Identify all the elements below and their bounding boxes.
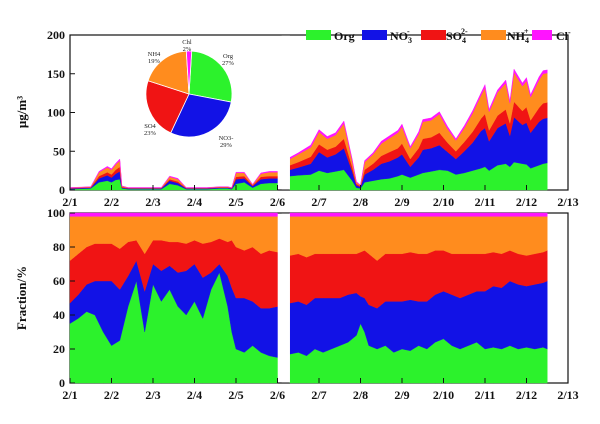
concentration-ytick-label: 50 [53, 144, 65, 158]
fraction-xtick-label: 2/12 [516, 388, 537, 402]
fraction-xtick-label: 2/10 [433, 388, 454, 402]
pie-pct-cl: 2% [183, 46, 192, 53]
concentration-xtick-label: 2/8 [353, 195, 368, 209]
fraction-xtick-label: 2/4 [187, 388, 202, 402]
fraction-xtick-label: 2/11 [475, 388, 496, 402]
concentration-xtick-label: 2/9 [394, 195, 409, 209]
legend-label-cl: Cl- [556, 28, 571, 43]
concentration-xtick-label: 2/13 [557, 195, 578, 209]
pie-slice-so4 [145, 80, 190, 134]
fraction-ytick-label: 40 [53, 308, 65, 322]
concentration-panel: 0 50 100 150 200 2/1 2/2 2/3 2/4 2/5 2/6 2/7 2/8 2/9 2… [14, 28, 579, 209]
legend-label-nh4: NH4+ [507, 27, 529, 45]
fraction-panel: 0 20 40 60 80 100 2/1 2/2 2/3 2/4 2/5 2/6 2/7 2/8 2/9 2… [14, 206, 579, 402]
concentration-ytick-label: 100 [47, 106, 65, 120]
fraction-xtick-label: 2/5 [228, 388, 243, 402]
fraction-ytick-label: 60 [53, 274, 65, 288]
pie-pct-no3: 29% [220, 142, 233, 149]
concentration-xtick-label: 2/10 [433, 195, 454, 209]
fraction-xtick-label: 2/9 [394, 388, 409, 402]
fraction-ytick-label: 20 [53, 342, 65, 356]
concentration-area-cl-seg1 [69, 158, 278, 188]
concentration-xtick-label: 2/7 [311, 195, 326, 209]
pie-pct-so4: 23% [144, 130, 157, 137]
pie-label-cl: Chl [182, 39, 192, 46]
legend: Org NO3- SO42- NH4+ Cl- [306, 27, 571, 45]
concentration-xtick-label: 2/4 [187, 195, 202, 209]
fraction-data-gap [281, 213, 290, 383]
pie-pct-nh4: 19% [148, 58, 161, 65]
concentration-xtick-label: 2/1 [62, 195, 77, 209]
legend-swatch-nh4 [481, 30, 506, 40]
pie-slice-org [188, 50, 233, 103]
fraction-xtick-label: 2/7 [311, 388, 326, 402]
concentration-ytick-label: 0 [59, 183, 65, 197]
pie-label-so4: SO4 [144, 123, 156, 130]
fraction-areas [69, 212, 548, 384]
concentration-ytick-label: 200 [47, 28, 65, 42]
concentration-xtick-label: 2/2 [104, 195, 119, 209]
fraction-area-cl-seg1 [69, 212, 278, 217]
legend-swatch-cl [532, 30, 552, 40]
fraction-xtick-label: 2/3 [145, 388, 160, 402]
concentration-y-axis-title: μg/m³ [14, 96, 29, 128]
pie-label-no3: NO3- [219, 135, 234, 142]
concentration-xtick-label: 2/12 [516, 195, 537, 209]
pie-slice-nh4 [147, 50, 190, 95]
fraction-y-axis-title: Fraction/% [14, 266, 29, 330]
concentration-ytick-label: 150 [47, 67, 65, 81]
legend-swatch-org [306, 30, 331, 40]
concentration-xtick-label: 2/3 [145, 195, 160, 209]
pie-slice-cl [185, 50, 193, 95]
fraction-xtick-label: 2/6 [270, 388, 285, 402]
fraction-ytick-label: 80 [53, 240, 65, 254]
fraction-ytick-label: 0 [59, 376, 65, 390]
legend-swatch-so4 [421, 30, 446, 40]
fraction-xtick-label: 2/2 [104, 388, 119, 402]
concentration-xtick-label: 2/6 [270, 195, 285, 209]
concentration-area-cl-seg2 [289, 68, 548, 186]
concentration-data-gap [281, 35, 290, 190]
legend-swatch-no3 [362, 30, 387, 40]
pie-label-org: Org [223, 53, 234, 60]
concentration-xtick-label: 2/11 [475, 195, 496, 209]
fraction-xtick-label: 2/8 [353, 388, 368, 402]
legend-label-no3: NO3- [390, 27, 412, 45]
pie-label-nh4: NH4 [148, 51, 161, 58]
legend-label-so4: SO42- [446, 27, 468, 45]
fraction-area-cl-seg2 [289, 212, 548, 217]
fraction-xtick-label: 2/13 [557, 388, 578, 402]
fraction-ytick-label: 100 [47, 206, 65, 220]
legend-label-org: Org [334, 29, 355, 43]
fraction-xtick-label: 2/1 [62, 388, 77, 402]
concentration-xtick-label: 2/5 [228, 195, 243, 209]
pie-pct-org: 27% [222, 60, 235, 67]
pie-slice-no3 [170, 93, 232, 138]
